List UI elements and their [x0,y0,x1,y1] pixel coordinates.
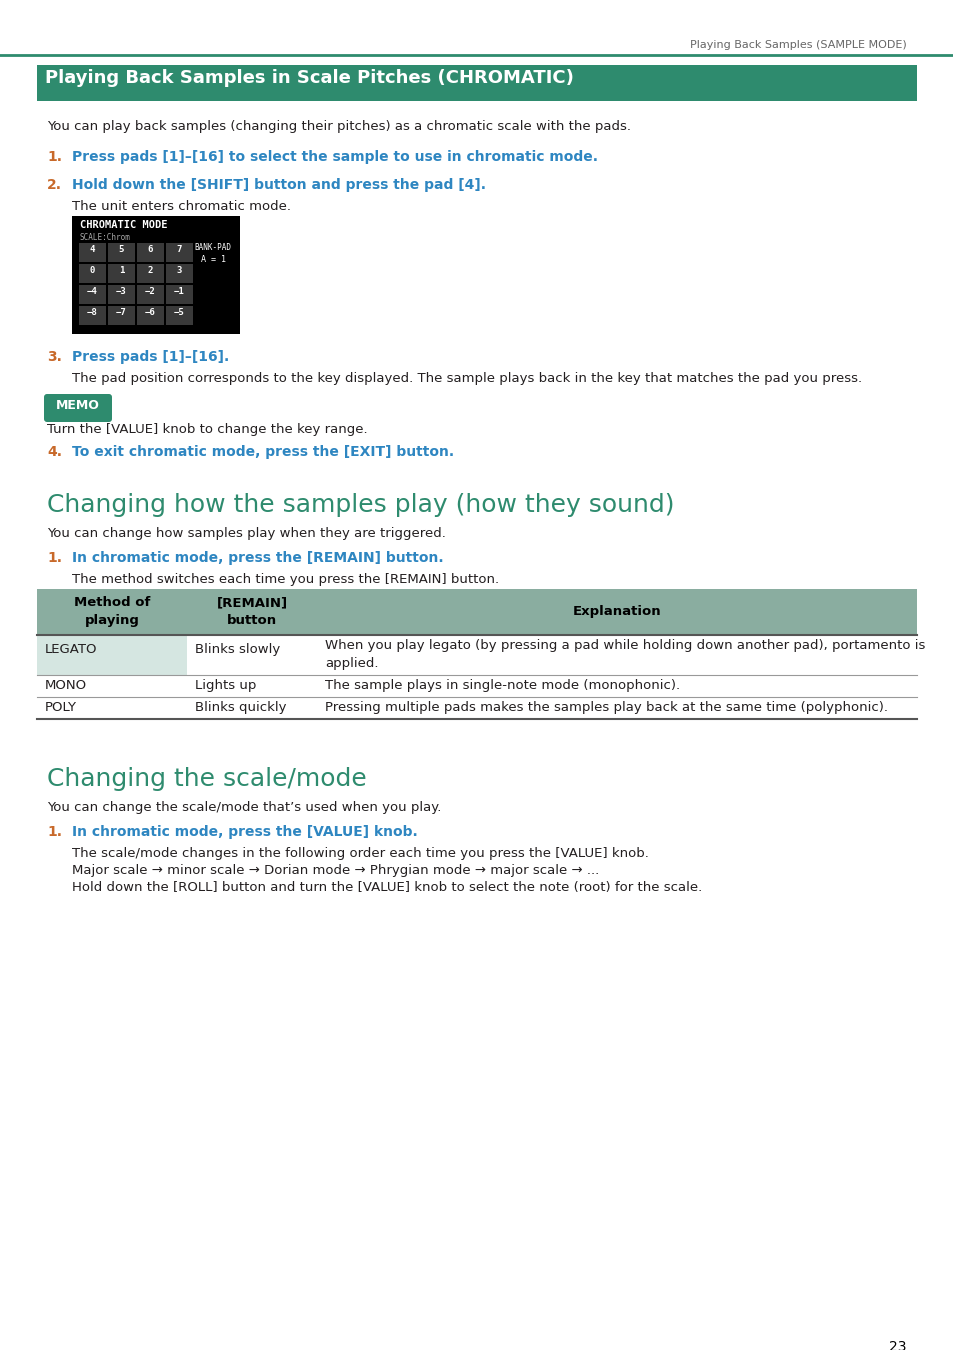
Bar [79,265,106,284]
Bar [166,306,193,325]
Text: Pressing multiple pads makes the samples play back at the same time (polyphonic): Pressing multiple pads makes the samples… [325,701,887,714]
Text: Blinks quickly: Blinks quickly [194,701,286,714]
Text: Lights up: Lights up [194,679,256,693]
Text: 1: 1 [119,266,124,275]
Text: You can change how samples play when they are triggered.: You can change how samples play when the… [47,526,445,540]
Text: 3.: 3. [47,350,62,365]
Text: 6: 6 [148,244,153,254]
Bar [71,216,240,333]
Text: To exit chromatic mode, press the [EXIT] button.: To exit chromatic mode, press the [EXIT]… [71,446,454,459]
Bar [166,285,193,304]
Text: 23: 23 [888,1341,906,1350]
Text: 2.: 2. [47,178,62,192]
Text: 7: 7 [176,244,182,254]
Bar [137,306,164,325]
Text: In chromatic mode, press the [VALUE] knob.: In chromatic mode, press the [VALUE] kno… [71,825,417,838]
Text: LEGATO: LEGATO [45,643,97,656]
FancyBboxPatch shape [44,394,112,423]
Text: The scale/mode changes in the following order each time you press the [VALUE] kn: The scale/mode changes in the following … [71,846,648,860]
Text: Blinks slowly: Blinks slowly [194,643,280,656]
Text: Press pads [1]–[16].: Press pads [1]–[16]. [71,350,229,365]
Bar [37,65,916,101]
Text: −6: −6 [145,308,155,317]
Text: Changing how the samples play (how they sound): Changing how the samples play (how they … [47,493,674,517]
Text: Major scale → minor scale → Dorian mode → Phrygian mode → major scale → ...: Major scale → minor scale → Dorian mode … [71,864,598,878]
Bar [166,265,193,284]
Text: Press pads [1]–[16] to select the sample to use in chromatic mode.: Press pads [1]–[16] to select the sample… [71,150,598,163]
Text: 1.: 1. [47,150,62,163]
Bar [37,589,916,634]
Bar [137,285,164,304]
Text: Turn the [VALUE] knob to change the key range.: Turn the [VALUE] knob to change the key … [47,423,367,436]
Text: 0: 0 [90,266,95,275]
Text: A = 1: A = 1 [201,255,226,265]
Text: −1: −1 [174,288,185,296]
Text: The unit enters chromatic mode.: The unit enters chromatic mode. [71,200,291,213]
Text: 1.: 1. [47,551,62,566]
Bar [108,265,135,284]
Text: Hold down the [SHIFT] button and press the pad [4].: Hold down the [SHIFT] button and press t… [71,178,485,192]
Text: The sample plays in single-note mode (monophonic).: The sample plays in single-note mode (mo… [325,679,679,693]
Text: −5: −5 [174,308,185,317]
Text: In chromatic mode, press the [REMAIN] button.: In chromatic mode, press the [REMAIN] bu… [71,551,443,566]
Text: The pad position corresponds to the key displayed. The sample plays back in the : The pad position corresponds to the key … [71,373,862,385]
Text: Playing Back Samples in Scale Pitches (CHROMATIC): Playing Back Samples in Scale Pitches (C… [45,69,574,86]
Bar [79,243,106,262]
Text: Changing the scale/mode: Changing the scale/mode [47,767,366,791]
Text: POLY: POLY [45,701,77,714]
Text: 4.: 4. [47,446,62,459]
Text: The method switches each time you press the [REMAIN] button.: The method switches each time you press … [71,572,498,586]
Bar [137,243,164,262]
Text: Explanation: Explanation [572,606,660,618]
Text: You can play back samples (changing their pitches) as a chromatic scale with the: You can play back samples (changing thei… [47,120,630,134]
Text: MONO: MONO [45,679,87,693]
Text: BANK-PAD: BANK-PAD [193,243,231,252]
Text: 3: 3 [176,266,182,275]
Bar [79,306,106,325]
Text: 4: 4 [90,244,95,254]
Text: −3: −3 [116,288,127,296]
Bar [108,285,135,304]
Bar [108,243,135,262]
Bar [166,243,193,262]
Text: Method of
playing: Method of playing [73,595,150,626]
Text: When you play legato (by pressing a pad while holding down another pad), portame: When you play legato (by pressing a pad … [325,639,924,670]
Text: −2: −2 [145,288,155,296]
Text: SCALE:Chrom: SCALE:Chrom [80,234,131,242]
Text: 5: 5 [119,244,124,254]
Text: Hold down the [ROLL] button and turn the [VALUE] knob to select the note (root) : Hold down the [ROLL] button and turn the… [71,882,701,894]
Text: −7: −7 [116,308,127,317]
Text: 2: 2 [148,266,153,275]
Bar [37,634,187,675]
Bar [79,285,106,304]
Text: −8: −8 [87,308,98,317]
Text: 1.: 1. [47,825,62,838]
Text: −4: −4 [87,288,98,296]
Text: CHROMATIC MODE: CHROMATIC MODE [80,220,168,230]
Text: Playing Back Samples (SAMPLE MODE): Playing Back Samples (SAMPLE MODE) [690,40,906,50]
Bar [108,306,135,325]
Bar [137,265,164,284]
Text: You can change the scale/mode that’s used when you play.: You can change the scale/mode that’s use… [47,801,441,814]
Text: [REMAIN]
button: [REMAIN] button [216,595,287,626]
Text: MEMO: MEMO [56,400,100,412]
